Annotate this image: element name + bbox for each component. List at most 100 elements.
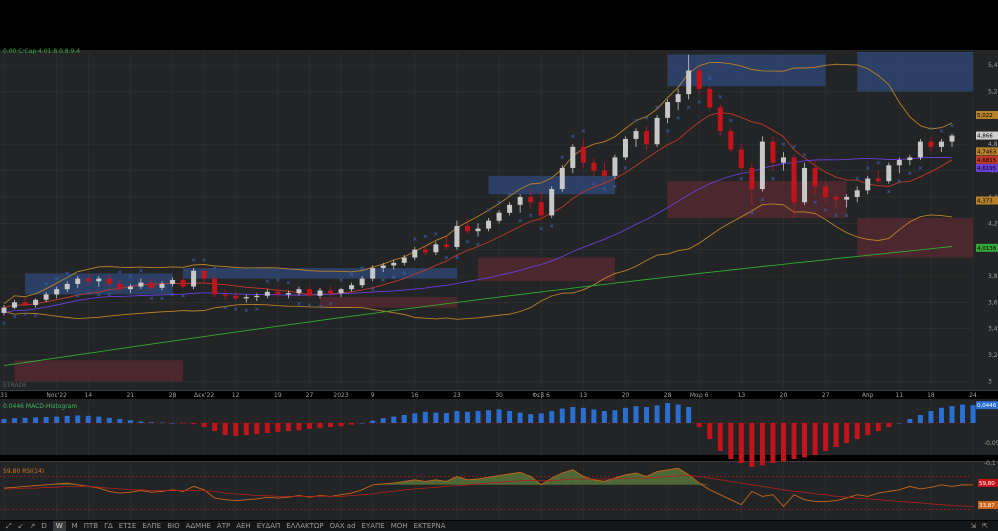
psar-marker xyxy=(929,126,933,131)
macd-bar xyxy=(844,423,850,443)
macd-bar xyxy=(938,407,944,423)
macd-bar xyxy=(180,423,186,424)
toolbar-item[interactable]: ΓΔ xyxy=(104,522,113,530)
psar-marker xyxy=(149,296,154,301)
psar-marker xyxy=(339,278,343,282)
candle-body xyxy=(707,88,713,108)
macd-bar xyxy=(728,423,734,459)
candle-body xyxy=(749,167,755,190)
toolbar-icon[interactable]: ⇲ xyxy=(970,522,977,530)
macd-bar xyxy=(464,411,470,423)
date-tick-label: Δεκ'22 xyxy=(194,392,214,399)
macd-bar xyxy=(370,420,376,423)
panel-divider[interactable] xyxy=(0,390,998,391)
bottom-toolbar: ⤢ ↙ ↗ D W M ΠΤΒ ΓΔ ΕΤΣΕ ΕΛΠΕ ΒΙΟ ΑΔΜΗΕ ΑΤΡ ΑΕΗ ΕΥΔΑΠ ΕΛ… xyxy=(0,521,998,531)
psar-marker xyxy=(655,105,659,110)
date-tick-label: 11 xyxy=(896,392,904,399)
toolbar-item[interactable]: D xyxy=(41,522,47,530)
toolbar-item[interactable]: ΕΛΠΕ xyxy=(142,522,162,530)
psar-marker xyxy=(255,307,259,311)
price-tick-label: 4,8 xyxy=(988,141,998,148)
zone-box xyxy=(478,257,615,282)
toolbar-item[interactable]: ΕΥΑΠΕ xyxy=(361,522,385,530)
macd-bar xyxy=(222,423,228,435)
toolbar-item[interactable]: ΠΤΒ xyxy=(83,522,99,530)
macd-bar xyxy=(749,423,755,467)
toolbar-item[interactable]: M xyxy=(71,522,78,530)
macd-bar xyxy=(443,413,449,423)
macd-bar xyxy=(148,422,154,423)
macd-bar xyxy=(791,423,797,459)
panel-divider[interactable] xyxy=(0,461,998,462)
price-tick-label: 5,4 xyxy=(988,62,998,69)
macd-bar xyxy=(243,423,249,435)
candle-body xyxy=(601,170,607,176)
toolbar-item[interactable]: ⤢ xyxy=(6,522,12,530)
zone-box xyxy=(857,52,974,92)
rsi-overbought-fill xyxy=(614,474,626,485)
price-badge xyxy=(976,196,998,205)
psar-marker xyxy=(265,279,270,284)
candle-body xyxy=(212,278,218,295)
toolbar-item[interactable]: ΕΛΛΑΚΤΩΡ xyxy=(286,522,324,530)
macd-legend: 0.0446 MACD-Histogram xyxy=(3,403,77,410)
psar-marker xyxy=(44,282,48,286)
candle-body xyxy=(380,265,386,269)
candle-body xyxy=(728,131,734,150)
psar-marker xyxy=(75,294,80,298)
date-tick-label: 24 xyxy=(969,392,977,399)
macd-bar xyxy=(328,423,334,427)
price-tick-label: 3 xyxy=(988,378,992,385)
psar-marker xyxy=(497,200,501,204)
ma-long xyxy=(3,246,953,367)
psar-marker xyxy=(212,266,217,270)
rsi-badge-label: 33,87 xyxy=(979,503,995,509)
candle-body xyxy=(222,294,228,296)
date-tick-label: 9 xyxy=(371,392,375,399)
candle-body xyxy=(591,162,597,171)
toolbar-item[interactable]: ↗ xyxy=(29,522,36,530)
macd-bar xyxy=(960,404,966,423)
toolbar-item[interactable]: ΑΤΡ xyxy=(216,522,231,530)
rsi-overbought-fill xyxy=(551,473,563,485)
psar-marker xyxy=(54,276,59,281)
psar-marker xyxy=(781,142,786,146)
macd-bar xyxy=(1,419,7,423)
toolbar-item[interactable]: ΟΑΧ ad xyxy=(329,522,356,530)
date-tick-label: 28 xyxy=(169,392,177,399)
macd-bar xyxy=(359,423,365,424)
macd-bar xyxy=(549,411,555,423)
macd-bar xyxy=(170,423,176,424)
candle-body xyxy=(780,157,786,163)
candle-body xyxy=(675,94,681,103)
psar-marker xyxy=(834,213,838,218)
candle-body xyxy=(296,289,302,294)
psar-marker xyxy=(844,213,849,218)
toolbar-item[interactable]: ↙ xyxy=(17,522,24,530)
toolbar-item[interactable]: ΑΔΜΗΕ xyxy=(185,522,211,530)
candle-body xyxy=(33,299,39,305)
macd-bar xyxy=(907,419,913,423)
toolbar-item[interactable]: ΑΕΗ xyxy=(236,522,251,530)
price-badge-label: 4,866 xyxy=(977,134,993,140)
toolbar-icon[interactable]: ⇱ xyxy=(982,522,988,530)
candle-body xyxy=(612,157,618,176)
macd-bar xyxy=(391,416,397,423)
rsi-badge xyxy=(978,501,998,510)
toolbar-item[interactable]: ΕΚΤΕΡΝΑ xyxy=(413,522,446,530)
macd-bar xyxy=(559,408,565,423)
candle-body xyxy=(391,262,397,266)
candle-body xyxy=(138,282,144,287)
psar-marker xyxy=(697,100,701,104)
toolbar-item[interactable]: ΕΥΔΑΠ xyxy=(256,522,281,530)
toolbar-item[interactable]: ΒΙΟ xyxy=(167,522,180,530)
toolbar-item[interactable]: ΕΤΣΕ xyxy=(118,522,137,530)
toolbar-item[interactable]: ΜΟΗ xyxy=(390,522,408,530)
psar-marker xyxy=(97,292,101,297)
date-tick-label: Απρ xyxy=(862,392,874,399)
toolbar-item[interactable]: W xyxy=(52,521,66,531)
candle-body xyxy=(928,141,934,147)
psar-marker xyxy=(381,278,385,282)
candle-body xyxy=(170,279,176,284)
